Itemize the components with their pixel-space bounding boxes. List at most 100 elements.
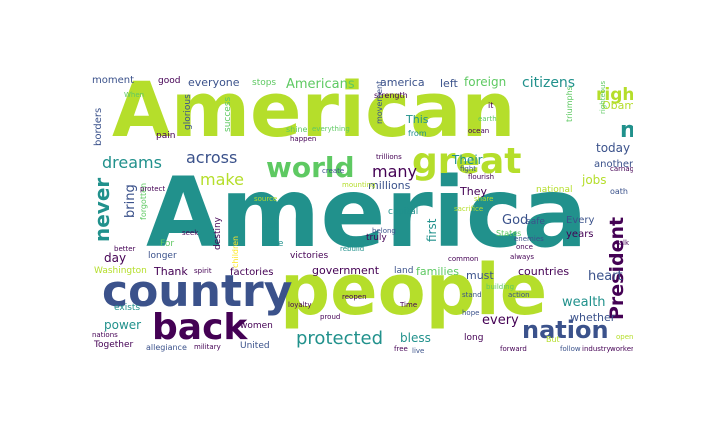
word-stops: stops [252,78,277,88]
word-long: long [464,333,484,343]
word-better: better [114,245,136,253]
word-talk: talk [616,239,630,247]
word-spirit: spirit [194,267,212,275]
word-together: Together [94,340,134,350]
word-foreign: foreign [464,75,507,89]
word-source: source [254,195,278,203]
word-share: share [474,195,494,203]
word-united: United [240,341,270,351]
word-god: God [502,213,529,228]
word-heart: heart [588,269,623,284]
word-families: families [416,265,459,278]
word-first: first [425,218,439,242]
word-oath: oath [610,187,629,196]
word-america-lower: america [380,76,425,89]
word-american: American [112,70,516,154]
word-victories: victories [290,251,329,261]
word-children: children [231,235,240,268]
word-never: never [90,177,114,242]
word-reopen: reopen [342,293,367,301]
word-follow: follow [560,345,581,353]
word-belong: belong [372,227,396,235]
word-years: years [566,229,594,240]
word-it: it [488,101,494,110]
word-carnage: carnage [610,165,633,173]
word-happen: happen [290,135,317,143]
word-make: make [200,170,244,189]
word-citizens: citizens [522,75,576,91]
word-dreams: dreams [102,153,162,172]
word-great: great [412,141,522,182]
word-flourish: flourish [468,173,495,181]
word-live: live [412,347,425,355]
word-country: country [102,266,293,317]
word-industry: industry [582,345,611,353]
word-fight: fight [460,165,477,173]
word-states: States [496,229,522,238]
word-jobs: jobs [582,173,607,187]
word-right: right [596,85,633,105]
word-common: common [448,255,479,263]
word-everything: everything [312,125,350,133]
word-longer: longer [148,251,177,261]
word-earth: earth [478,115,497,123]
word-women: women [240,321,273,331]
word-proud: proud [320,313,341,321]
word-power: power [104,318,142,332]
word-action: action [508,291,530,299]
word-countries: countries [518,265,570,278]
word-workers: workers [610,345,633,353]
word-government: government [312,264,380,277]
word-military: military [194,343,221,351]
word-many: many [372,162,417,181]
word-left: left [440,77,458,90]
word-borders: borders [93,107,104,146]
word-millions: millions [368,179,411,192]
word-glorious: glorious [183,94,193,130]
word-seek: seek [182,229,199,237]
word-create: create [322,167,345,175]
word-for: For [160,239,175,249]
word-like: like [268,239,284,249]
word-new: new [620,118,633,143]
word-another: another [594,159,633,170]
word-allegiance: allegiance [146,343,187,352]
word-washington: Washington [94,266,147,276]
word-cloud: American America people country back gre… [90,70,633,362]
word-strength: strength [374,91,408,100]
word-everyone: everyone [188,76,240,89]
word-pain: pain [156,131,176,141]
word-every-cap: Every [566,215,595,226]
word-always: always [510,253,535,261]
word-factories: factories [230,267,274,278]
word-world: world [266,151,355,184]
word-whether: whether [570,311,616,324]
word-but: But [546,335,560,344]
word-loyalty: loyalty [288,301,312,309]
word-rebuild: rebuild [340,245,365,253]
word-moment: moment [92,75,135,86]
word-success: success [223,96,233,132]
word-across: across [186,148,238,167]
word-nation: nation [522,316,609,344]
word-stand: stand [462,291,482,299]
word-wealth: wealth [562,295,606,310]
word-americans: Americans [286,77,355,92]
word-building: building [486,283,515,291]
word-protect: protect [140,185,166,193]
word-this: This [406,113,429,126]
word-must: must [466,269,494,282]
word-from: from [408,129,427,138]
word-exists: exists [114,303,141,313]
word-open: open [616,333,633,341]
word-every: every [482,313,519,328]
word-bring: bring [123,184,138,218]
word-sacrifice: sacrifice [454,205,484,213]
word-day: day [104,251,127,265]
word-national: national [536,185,573,195]
word-nations: nations [92,331,118,339]
word-trillions: trillions [376,153,402,161]
word-enemies: enemies [514,235,544,243]
word-good: good [158,76,181,86]
word-their: Their [452,153,483,167]
